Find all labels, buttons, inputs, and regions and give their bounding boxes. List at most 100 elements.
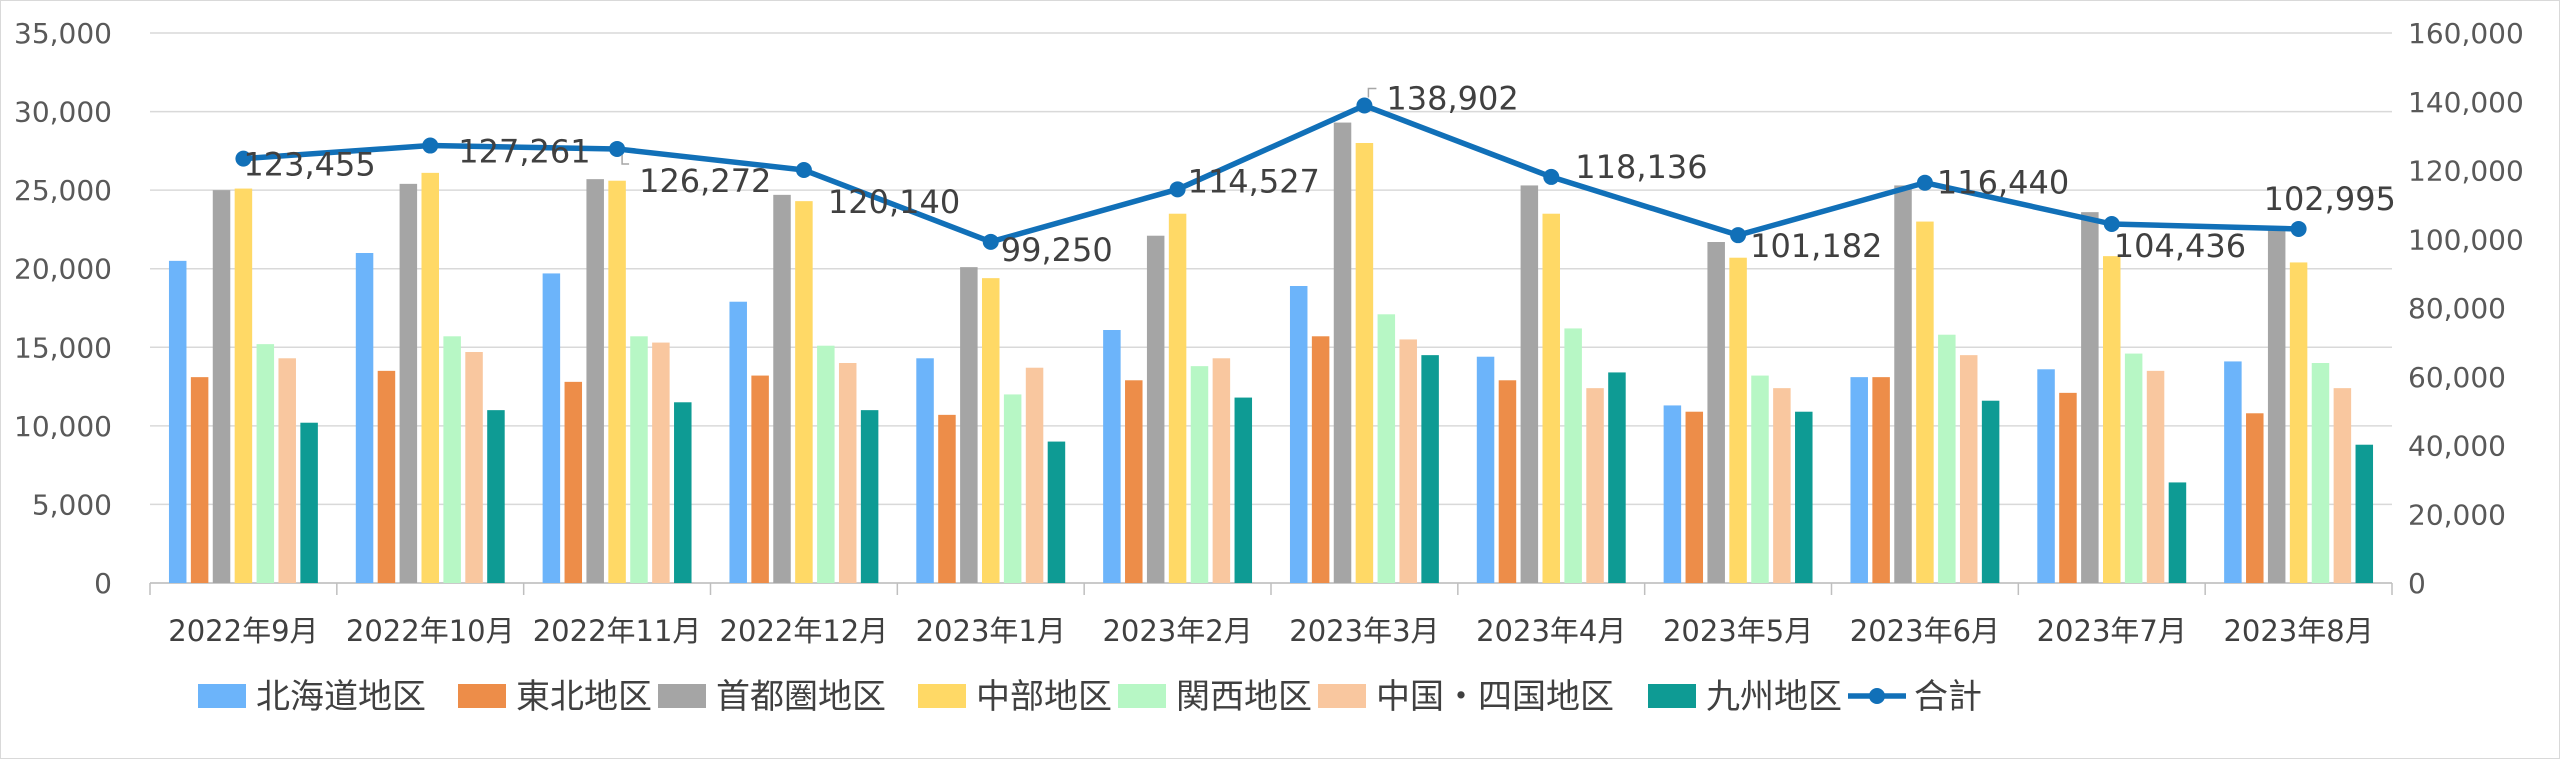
total-data-label: 138,902 (1386, 80, 1518, 118)
bar-5 (630, 336, 648, 583)
total-data-label: 118,136 (1575, 148, 1707, 186)
bar-2 (377, 370, 396, 583)
bar-7 (1608, 372, 1626, 583)
x-category-label: 2022年10月 (346, 614, 515, 648)
total-point (1543, 168, 1560, 185)
total-point (795, 162, 812, 179)
bar-1 (1850, 377, 1868, 583)
y-left-tick-label: 5,000 (32, 488, 112, 521)
y-left-tick-label: 30,000 (14, 96, 112, 129)
bar-5 (1190, 366, 1209, 583)
bar-7 (1047, 441, 1066, 583)
y-right-tick-label: 80,000 (2408, 292, 2506, 325)
bar-6 (1399, 339, 1417, 583)
legend-swatch (658, 684, 706, 708)
total-point (1356, 97, 1373, 114)
bar-5 (1938, 334, 1956, 583)
bar-6 (838, 363, 857, 583)
bar-7 (1795, 411, 1813, 583)
total-point (2290, 220, 2307, 237)
bar-2 (938, 414, 956, 583)
bar-1 (2224, 361, 2242, 583)
bar-6 (1586, 388, 1604, 583)
bar-3 (1520, 185, 1539, 583)
leader-line (1367, 87, 1377, 98)
bar-5 (256, 344, 275, 583)
y-right-tick-label: 140,000 (2408, 86, 2524, 119)
bar-4 (1355, 143, 1374, 583)
total-point (1916, 174, 1933, 191)
total-data-label: 104,436 (2114, 227, 2246, 265)
total-point (609, 140, 626, 157)
legend-label: 合計 (1914, 677, 1982, 717)
y-right-tick-label: 100,000 (2408, 223, 2524, 256)
y-left-tick-label: 35,000 (14, 17, 112, 50)
bar-2 (2059, 392, 2077, 583)
y-left-tick-label: 25,000 (14, 174, 112, 207)
legend-swatch (1118, 684, 1166, 708)
x-category-label: 2022年12月 (720, 614, 889, 648)
bar-1 (542, 273, 561, 583)
bar-2 (1872, 377, 1890, 583)
bar-4 (421, 172, 439, 583)
legend-label: 首都圏地区 (716, 677, 886, 717)
y-left-tick-label: 15,000 (14, 331, 112, 364)
bar-3 (1146, 235, 1165, 583)
bar-4 (1916, 221, 1934, 584)
x-category-label: 2023年2月 (1102, 614, 1252, 648)
x-category-label: 2023年5月 (1663, 614, 1813, 648)
bar-5 (1003, 394, 1022, 583)
total-point (235, 150, 252, 167)
x-category-label: 2022年11月 (533, 614, 702, 648)
bar-3 (1894, 185, 1912, 583)
total-point (982, 233, 999, 250)
bar-4 (2289, 262, 2308, 583)
bar-2 (2246, 413, 2264, 583)
bar-3 (960, 267, 978, 583)
bar-3 (2081, 212, 2099, 583)
total-point (1169, 181, 1186, 198)
x-category-label: 2023年4月 (1476, 614, 1626, 648)
bar-6 (2333, 388, 2352, 583)
x-category-label: 2022年9月 (168, 614, 318, 648)
x-category-label: 2023年3月 (1289, 614, 1439, 648)
legend-label: 中部地区 (976, 677, 1112, 717)
bar-1 (2037, 369, 2055, 583)
bar-5 (2124, 353, 2143, 583)
bar-3 (1333, 122, 1352, 584)
bar-1 (1289, 286, 1308, 583)
legend-label: 九州地区 (1706, 677, 1842, 717)
bar-5 (2311, 363, 2330, 583)
bar-6 (1959, 355, 1978, 583)
legend-label: 関西地区 (1176, 677, 1312, 717)
bar-1 (729, 301, 747, 583)
bar-1 (168, 260, 187, 583)
y-left-tick-label: 20,000 (14, 253, 112, 286)
bar-7 (487, 410, 505, 583)
y-left-tick-label: 0 (94, 567, 112, 600)
bar-1 (1663, 405, 1682, 583)
bar-6 (1212, 358, 1231, 583)
bar-7 (860, 410, 879, 583)
bar-4 (795, 201, 813, 583)
bar-6 (1773, 388, 1791, 583)
x-category-label: 2023年7月 (2037, 614, 2187, 648)
total-data-label: 120,140 (828, 183, 960, 221)
total-point (1730, 227, 1747, 244)
bar-3 (399, 183, 418, 583)
x-category-label: 2023年8月 (2223, 614, 2373, 648)
bar-2 (751, 375, 769, 583)
y-right-tick-label: 20,000 (2408, 498, 2506, 531)
total-point (422, 137, 439, 154)
bar-4 (1168, 213, 1187, 583)
legend-label: 東北地区 (516, 677, 652, 717)
bar-6 (278, 358, 296, 583)
legend-swatch (458, 684, 506, 708)
y-right-tick-label: 40,000 (2408, 430, 2506, 463)
total-data-label: 101,182 (1750, 227, 1882, 265)
leader-line (621, 154, 630, 165)
bar-2 (1125, 380, 1143, 583)
total-data-label: 127,261 (458, 133, 590, 171)
bar-3 (586, 179, 604, 583)
